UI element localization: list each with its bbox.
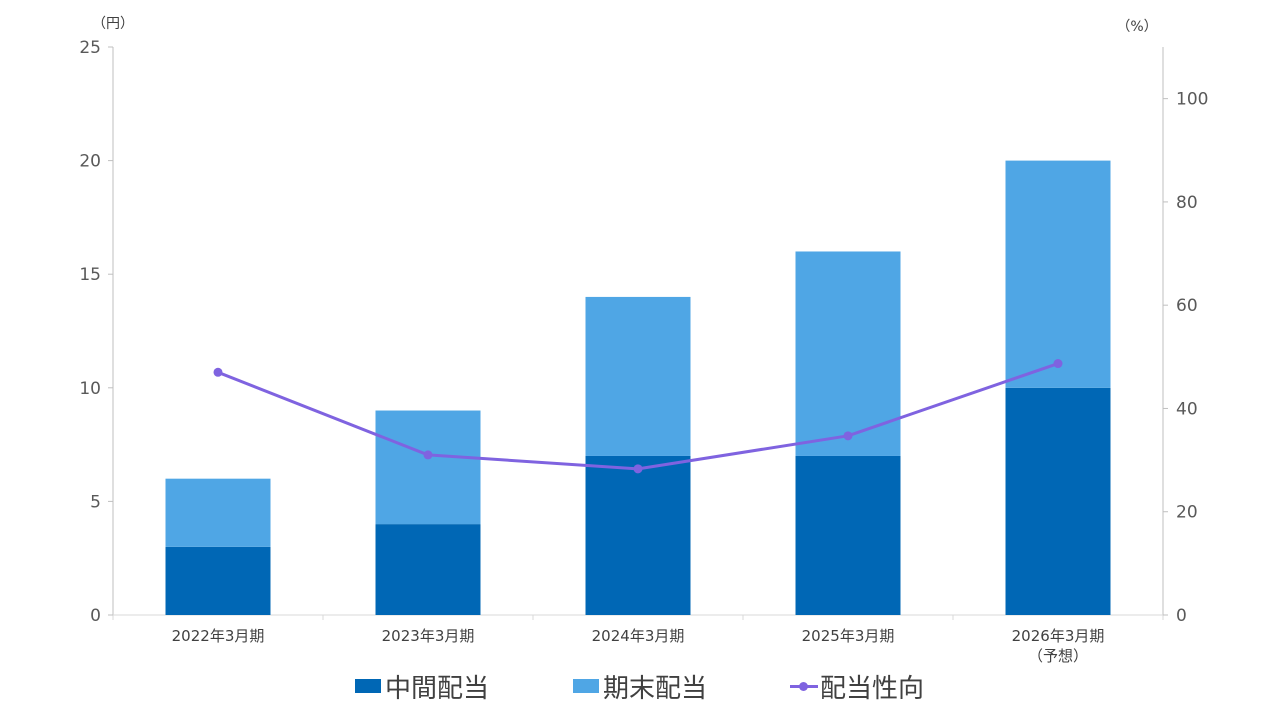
bar-year-end-dividend: [585, 296, 691, 456]
bar-interim-dividend: [795, 455, 901, 615]
payout-ratio-point: [843, 431, 853, 441]
axes: 0 5 10 15 20 25 0 20 40 60 80 100: [79, 38, 1208, 626]
legend-swatch-year-end: [573, 679, 599, 693]
left-axis-tick-label: 20: [79, 152, 101, 172]
payout-ratio-line: [213, 359, 1063, 474]
right-axis-tick-label: 100: [1176, 90, 1208, 110]
x-axis-tick-label: 2025年3月期: [802, 627, 895, 645]
legend: 中間配当 期末配当 配当性向: [0, 668, 1280, 708]
bar-interim-dividend: [165, 546, 271, 615]
x-axis-labels: 2022年3月期 2023年3月期 2024年3月期 2025年3月期 2026年3月期…: [172, 627, 1105, 665]
x-axis-tick-note: （予想）: [1028, 647, 1088, 665]
left-axis-tick-label: 10: [79, 379, 101, 399]
legend-label-interim: 中間配当: [385, 673, 490, 704]
legend-swatch-interim: [355, 679, 381, 693]
payout-ratio-point: [423, 450, 433, 460]
legend-marker-payout-ratio: [790, 679, 818, 693]
legend-item-payout-ratio: 配当性向: [790, 668, 924, 704]
left-axis-tick-label: 15: [79, 265, 101, 285]
bar-interim-dividend: [1005, 387, 1111, 615]
bars: [165, 160, 1111, 615]
bar-interim-dividend: [375, 524, 481, 615]
right-axis-tick-label: 80: [1176, 193, 1198, 213]
x-axis-tick-label: 2026年3月期: [1012, 627, 1105, 645]
bar-interim-dividend: [585, 455, 691, 615]
right-axis-tick-label: 40: [1176, 399, 1198, 419]
x-axis-tick-label: 2022年3月期: [172, 627, 265, 645]
right-axis-tick-label: 0: [1176, 606, 1187, 626]
left-axis-tick-label: 5: [90, 492, 101, 512]
payout-ratio-point: [633, 464, 643, 474]
x-axis-tick-label: 2024年3月期: [592, 627, 685, 645]
left-axis-unit: （円）: [92, 16, 134, 32]
legend-label-year-end: 期末配当: [603, 673, 708, 704]
payout-ratio-point: [213, 367, 223, 377]
bar-year-end-dividend: [165, 478, 271, 547]
bar-year-end-dividend: [795, 251, 901, 456]
right-axis-tick-label: 60: [1176, 296, 1198, 316]
bar-year-end-dividend: [1005, 160, 1111, 388]
legend-item-interim: 中間配当: [355, 668, 489, 704]
payout-ratio-point: [1053, 359, 1063, 369]
x-axis-tick-label: 2023年3月期: [382, 627, 475, 645]
right-axis-unit: （%）: [1116, 19, 1157, 35]
left-axis-tick-label: 0: [90, 606, 101, 626]
left-axis-tick-label: 25: [79, 38, 101, 58]
legend-label-payout-ratio: 配当性向: [820, 673, 925, 704]
legend-item-year-end: 期末配当: [573, 668, 707, 704]
bar-year-end-dividend: [375, 410, 481, 525]
right-axis-tick-label: 20: [1176, 503, 1198, 523]
